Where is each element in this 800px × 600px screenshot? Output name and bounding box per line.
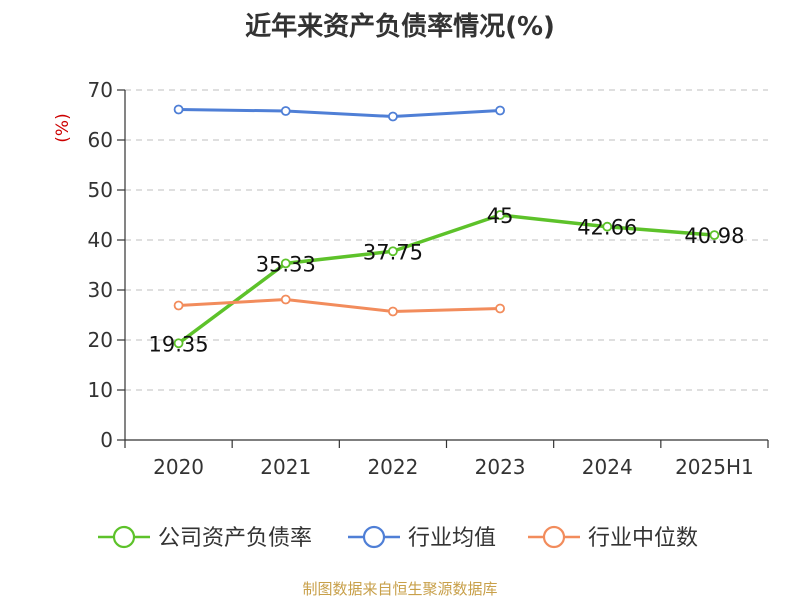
y-tick-label: 40 [88,228,113,252]
y-axis-unit: (%) [53,113,73,142]
y-tick-label: 10 [88,378,113,402]
data-point [388,246,398,257]
data-label: 40.98 [684,224,744,248]
series-line-2 [178,298,501,313]
chart-title: 近年来资产负债率情况(%) [245,12,555,42]
data-labels: 19.35 35.33 37.75 45 42.66 40.98 [149,204,745,356]
y-tick-label: 50 [88,178,113,202]
x-tick-label: 2021 [260,455,311,479]
data-point [709,230,720,241]
data-point [495,303,505,314]
legend-swatch-marker [362,525,386,549]
series-line-1 [178,108,501,118]
data-point [602,221,613,232]
data-point [173,104,184,115]
data-point [280,294,291,305]
data-label: 45 [487,204,514,228]
x-tick-label: 2020 [153,455,204,479]
legend-label: 行业中位数 [588,526,698,551]
data-point [280,106,291,116]
data-label: 42.66 [577,216,637,240]
series-lines [173,104,720,349]
x-tick-label: 2025H1 [675,455,754,479]
y-tick-label: 0 [100,428,113,452]
legend-swatch-marker [542,525,566,549]
data-point [495,210,505,220]
data-label: 19.35 [149,332,209,356]
legend-label: 公司资产负债率 [158,526,312,551]
y-tick-label: 30 [88,278,113,302]
data-point [173,300,184,311]
data-point [388,306,398,317]
grid-lines [125,89,768,391]
legend: 公司资产负债率 行业均值 行业中位数 [98,525,698,551]
x-tick-label: 2022 [367,455,418,479]
source-note: 制图数据来自恒生聚源数据库 [302,580,498,598]
data-label: 35.33 [256,252,316,276]
data-point [495,105,505,116]
data-point [388,111,398,122]
y-tick-label: 20 [88,328,113,352]
axes: 0 10 20 30 40 50 60 70 2020 2021 2022 2023 2024 2025H… [53,78,769,479]
y-tick-label: 70 [88,78,113,102]
x-tick-label: 2023 [475,455,526,479]
data-point [280,258,291,269]
series-line-0 [177,213,715,345]
y-tick-label: 60 [88,128,113,152]
data-label: 37.75 [363,240,423,264]
legend-swatch-marker [112,525,136,549]
data-point [173,338,184,349]
legend-label: 行业均值 [408,526,496,551]
x-tick-label: 2024 [582,455,633,479]
